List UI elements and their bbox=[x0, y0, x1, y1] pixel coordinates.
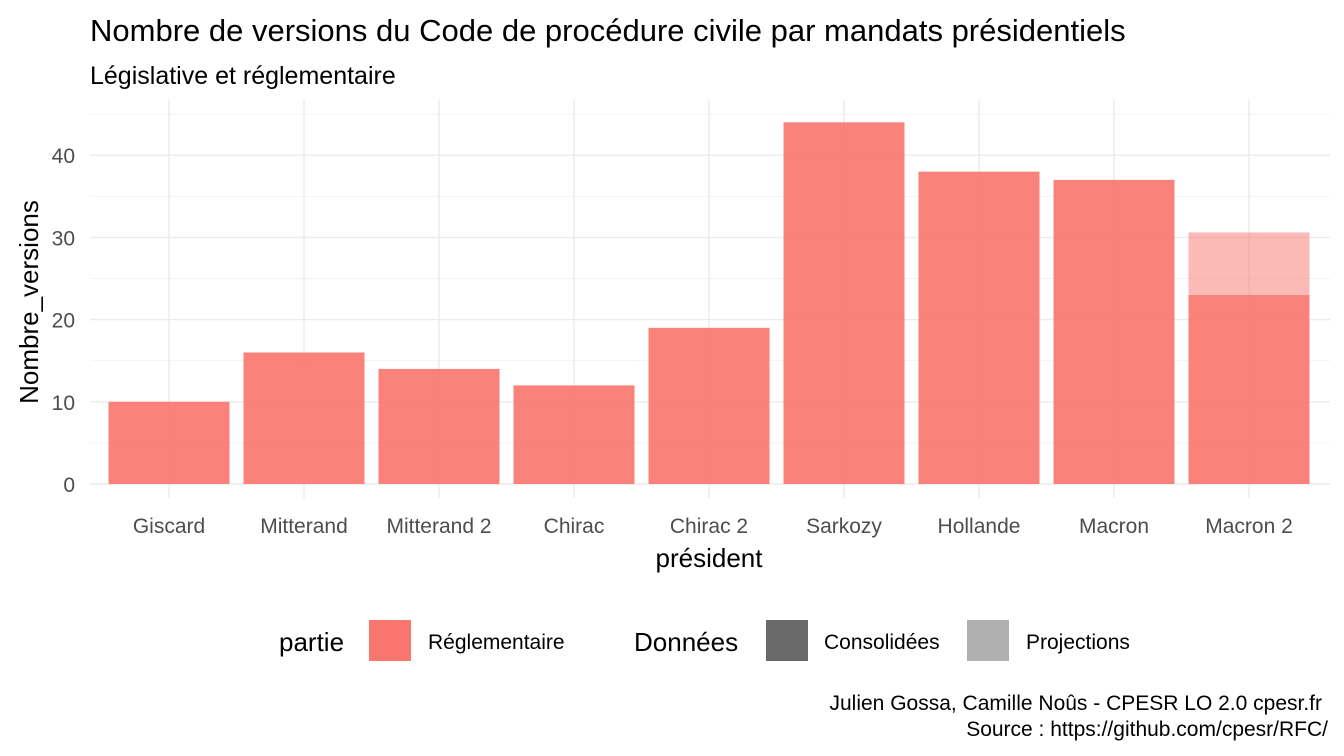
chart-subtitle: Législative et réglementaire bbox=[90, 62, 396, 90]
y-tick-label: 20 bbox=[52, 310, 75, 333]
bar-projection-macron-2 bbox=[1188, 232, 1310, 295]
legend: partie Réglementaire Données Consolidées… bbox=[279, 620, 1130, 661]
bar-macron bbox=[1053, 179, 1175, 485]
x-axis-title: président bbox=[656, 543, 764, 573]
bar-giscard bbox=[108, 401, 230, 484]
y-axis-title: Nombre_versions bbox=[14, 200, 44, 404]
y-tick-label: 30 bbox=[52, 227, 75, 250]
bar-sarkozy bbox=[783, 122, 905, 484]
x-tick-label: Chirac 2 bbox=[670, 515, 748, 538]
legend-title-partie: partie bbox=[279, 627, 344, 657]
x-tick-label: Mitterand bbox=[260, 515, 348, 538]
bars bbox=[108, 122, 1310, 485]
bar-mitterand-2 bbox=[378, 368, 500, 484]
x-tick-label: Chirac bbox=[544, 515, 605, 538]
caption-line2: Source : https://github.com/cpesr/RFC/ bbox=[966, 718, 1328, 741]
legend-key-projections bbox=[967, 620, 1009, 661]
legend-key-consolidees bbox=[766, 620, 808, 661]
x-tick-label: Macron 2 bbox=[1205, 515, 1293, 538]
x-tick-label: Hollande bbox=[938, 515, 1021, 538]
x-tick-labels: Giscard Mitterand Mitterand 2 Chirac Chirac … bbox=[133, 515, 1293, 538]
legend-label-reglementaire: Réglementaire bbox=[428, 631, 565, 654]
legend-key-reglementaire bbox=[369, 620, 411, 661]
x-tick-label: Sarkozy bbox=[806, 515, 882, 538]
bar-mitterand bbox=[243, 352, 365, 484]
bar-hollande bbox=[918, 171, 1040, 484]
x-tick-label: Giscard bbox=[133, 515, 205, 538]
legend-label-consolidees: Consolidées bbox=[824, 631, 940, 654]
x-tick-label: Mitterand 2 bbox=[386, 515, 491, 538]
y-tick-labels: 0 10 20 30 40 bbox=[52, 145, 75, 497]
x-tick-label: Macron bbox=[1079, 515, 1149, 538]
legend-title-donnees: Données bbox=[634, 627, 738, 657]
y-tick-label: 10 bbox=[52, 392, 75, 415]
chart-title: Nombre de versions du Code de procédure … bbox=[90, 13, 1126, 48]
bar-chirac-2 bbox=[648, 327, 770, 484]
bar-macron-2 bbox=[1188, 294, 1310, 484]
legend-label-projections: Projections bbox=[1026, 631, 1130, 654]
y-tick-label: 40 bbox=[52, 145, 75, 168]
bar-chirac bbox=[513, 385, 635, 484]
caption-line1: Julien Gossa, Camille Noûs - CPESR LO 2.… bbox=[829, 692, 1322, 715]
y-tick-label: 0 bbox=[63, 474, 75, 497]
